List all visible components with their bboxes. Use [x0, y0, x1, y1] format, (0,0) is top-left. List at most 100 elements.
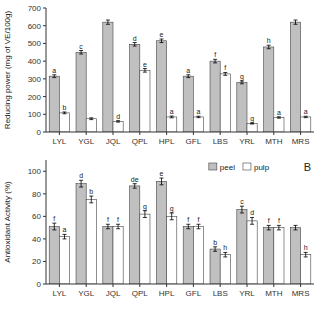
- error-bar: [62, 112, 66, 114]
- letter-label: d: [79, 172, 83, 179]
- error-cap: [277, 229, 281, 230]
- error-cap: [133, 183, 137, 184]
- error-cap: [116, 228, 120, 229]
- x-tick-label: GFL: [186, 137, 202, 146]
- error-line: [54, 75, 55, 78]
- y-axis-label: Reducing power (mg of VE/100g): [3, 11, 12, 130]
- error-cap: [186, 224, 190, 225]
- x-tick-label: LYL: [53, 289, 67, 298]
- error-line: [278, 225, 279, 230]
- x-tick-label: YGL: [78, 137, 95, 146]
- y-tick-label: 100: [28, 167, 42, 176]
- error-cap: [196, 228, 200, 229]
- y-tick-label: 100: [28, 110, 42, 119]
- x-tick-label: QPL: [132, 289, 149, 298]
- letter-label: e: [160, 170, 164, 177]
- letter-label: c: [79, 43, 83, 50]
- error-line: [161, 39, 162, 43]
- y-tick: [43, 132, 46, 133]
- error-bar: [79, 51, 83, 55]
- error-bar: [240, 206, 244, 213]
- error-cap: [160, 184, 164, 185]
- y-tick: [43, 43, 46, 44]
- bar: [193, 117, 203, 132]
- error-cap: [250, 122, 254, 123]
- error-bar: [294, 20, 298, 24]
- y-tick-label: 500: [28, 39, 42, 48]
- letter-label: h: [267, 37, 271, 44]
- y-tick-label: 80: [32, 190, 41, 199]
- error-cap: [186, 228, 190, 229]
- bar: [247, 221, 257, 284]
- error-bar: [223, 72, 227, 75]
- y-tick: [43, 238, 46, 239]
- bar: [290, 22, 300, 132]
- error-cap: [52, 223, 56, 224]
- letter-label: f: [214, 51, 216, 58]
- plot-area: [49, 178, 311, 284]
- error-line: [107, 20, 108, 24]
- bar: [113, 227, 123, 284]
- error-line: [215, 59, 216, 63]
- bar: [167, 117, 177, 132]
- letter-label: a: [63, 226, 67, 233]
- error-cap: [294, 24, 298, 25]
- error-cap: [106, 24, 110, 25]
- letter-label: d: [133, 35, 137, 42]
- error-cap: [277, 118, 281, 119]
- error-bar: [304, 116, 308, 117]
- error-cap: [170, 116, 174, 117]
- error-line: [198, 224, 199, 229]
- error-cap: [304, 116, 308, 117]
- y-axis-label: Antioxidant Activity (%): [3, 181, 12, 263]
- bar: [301, 255, 311, 284]
- letter-label: e: [143, 61, 147, 68]
- bar: [183, 76, 193, 132]
- letter-label: d: [250, 209, 254, 216]
- error-cap: [133, 188, 137, 189]
- error-line: [134, 184, 135, 189]
- error-bar: [52, 223, 56, 230]
- error-cap: [62, 238, 66, 239]
- bar: [76, 52, 86, 132]
- error-line: [81, 51, 82, 55]
- panel-label: B: [304, 161, 311, 173]
- y-tick-label: 0: [37, 128, 42, 137]
- error-cap: [116, 120, 120, 121]
- error-cap: [196, 224, 200, 225]
- error-bar: [133, 184, 137, 189]
- x-tick: [220, 132, 221, 135]
- error-line: [188, 224, 189, 229]
- x-tick-label: JQL: [106, 137, 121, 146]
- error-cap: [267, 225, 271, 226]
- letter-label: g: [170, 205, 174, 213]
- x-tick-label: MTH: [265, 289, 283, 298]
- letter-label: d: [116, 113, 120, 120]
- y-tick-label: 600: [28, 22, 42, 31]
- error-cap: [250, 224, 254, 225]
- x-tick: [300, 284, 301, 287]
- y-tick: [43, 284, 46, 285]
- x-tick: [300, 132, 301, 135]
- letter-label: a: [52, 67, 56, 74]
- legend-swatch: [243, 163, 251, 170]
- error-cap: [62, 234, 66, 235]
- error-bar: [250, 123, 254, 124]
- bar: [290, 228, 300, 284]
- error-line: [54, 223, 55, 230]
- letter-label: h: [223, 244, 227, 251]
- error-line: [252, 217, 253, 224]
- x-tick: [247, 284, 248, 287]
- error-cap: [160, 39, 164, 40]
- error-cap: [52, 77, 56, 78]
- error-cap: [106, 224, 110, 225]
- error-cap: [223, 72, 227, 73]
- error-line: [268, 45, 269, 49]
- error-line: [225, 252, 226, 257]
- error-cap: [89, 196, 93, 197]
- plot-area: [49, 20, 311, 132]
- error-bar: [277, 117, 281, 118]
- error-cap: [170, 117, 174, 118]
- bar: [301, 117, 311, 132]
- error-cap: [133, 42, 137, 43]
